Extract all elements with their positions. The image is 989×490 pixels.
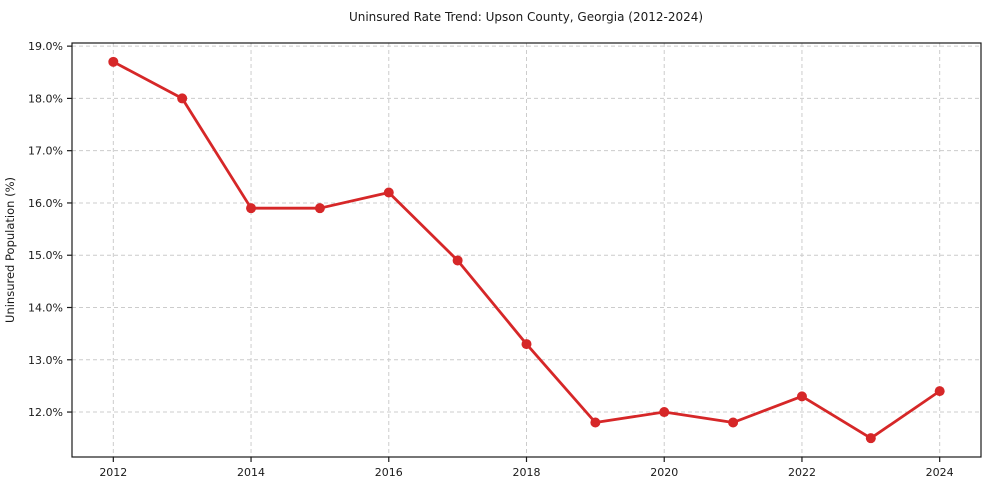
x-tick-label-2016: 2016	[375, 466, 403, 479]
data-point-2023	[865, 433, 876, 444]
series-layer	[108, 56, 945, 444]
data-point-2020	[659, 407, 670, 418]
y-tick-label-19: 19.0%	[28, 40, 63, 53]
y-tick-label-17: 17.0%	[28, 145, 63, 158]
y-tick-label-15: 15.0%	[28, 249, 63, 262]
y-tick-label-16: 16.0%	[28, 197, 63, 210]
data-point-2016	[383, 187, 394, 198]
data-point-2019	[590, 417, 601, 428]
data-point-2021	[728, 417, 739, 428]
data-point-2015	[314, 203, 325, 214]
x-tick-label-2014: 2014	[237, 466, 265, 479]
y-tick-label-14: 14.0%	[28, 302, 63, 315]
y-tick-label-12: 12.0%	[28, 406, 63, 419]
y-tick-label-18: 18.0%	[28, 92, 63, 105]
x-tick-label-2012: 2012	[99, 466, 127, 479]
chart-title: Uninsured Rate Trend: Upson County, Geor…	[349, 10, 703, 24]
data-point-2013	[177, 93, 188, 104]
data-point-2018	[521, 339, 532, 350]
x-tick-label-2024: 2024	[926, 466, 954, 479]
data-point-2014	[246, 203, 257, 214]
x-tick-label-2020: 2020	[650, 466, 678, 479]
data-point-2012	[108, 56, 119, 67]
y-tick-label-13: 13.0%	[28, 354, 63, 367]
y-axis-label: Uninsured Population (%)	[3, 177, 17, 323]
x-tick-label-2022: 2022	[788, 466, 816, 479]
data-point-2022	[796, 391, 807, 402]
axes-layer: 12.0% 13.0% 14.0% 15.0% 16.0% 17.0% 18.0% 19.0%…	[28, 40, 982, 479]
data-point-2024	[934, 386, 945, 397]
data-point-2017	[452, 255, 463, 266]
x-tick-label-2018: 2018	[513, 466, 541, 479]
gridlines-layer	[72, 43, 981, 457]
